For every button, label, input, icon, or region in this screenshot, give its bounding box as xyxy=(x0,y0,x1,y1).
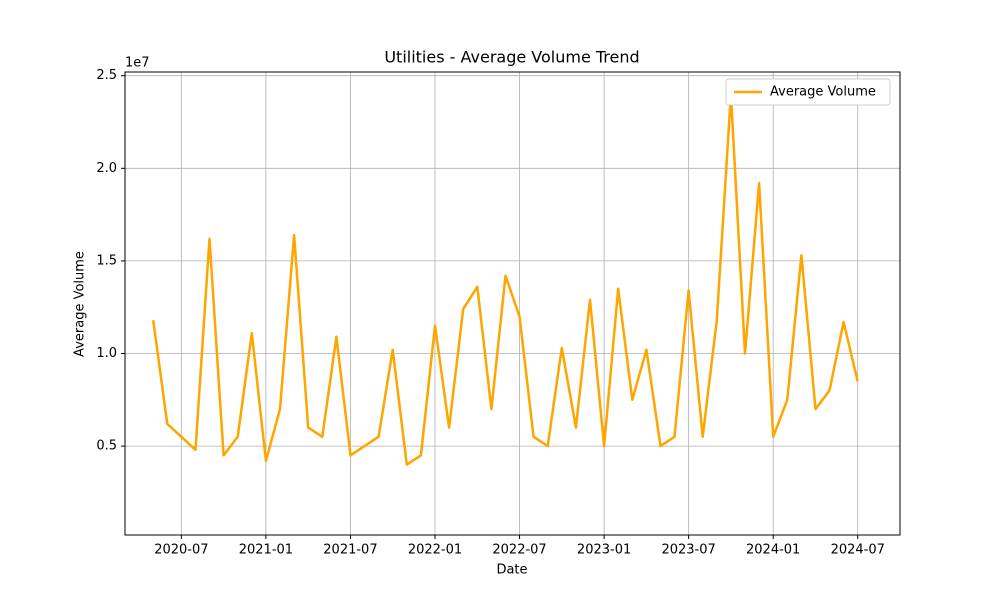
x-tick-label: 2023-07 xyxy=(661,543,715,558)
y-offset-label: 1e7 xyxy=(125,56,150,71)
legend-label: Average Volume xyxy=(770,85,876,100)
x-tick-label: 2024-07 xyxy=(831,543,885,558)
plot-frame xyxy=(124,71,901,536)
x-tick-label: 2021-07 xyxy=(323,543,377,558)
x-tick-label: 2020-07 xyxy=(154,543,208,558)
x-axis-label: Date xyxy=(496,563,527,578)
chart-title: Utilities - Average Volume Trend xyxy=(384,48,639,67)
x-tick-label: 2021-01 xyxy=(239,543,293,558)
legend-box xyxy=(725,78,891,106)
x-tick-label: 2022-01 xyxy=(408,543,462,558)
y-tick-label: 0.5 xyxy=(96,439,117,454)
y-axis-label: Average Volume xyxy=(73,251,88,357)
y-tick-label: 1.0 xyxy=(96,346,117,361)
y-tick-label: 1.5 xyxy=(96,253,117,268)
y-tick-label: 2.0 xyxy=(96,161,117,176)
x-tick-label: 2022-07 xyxy=(492,543,546,558)
x-tick-label: 2024-01 xyxy=(746,543,800,558)
data-line xyxy=(151,92,859,466)
y-tick-label: 2.5 xyxy=(96,68,117,83)
x-tick-label: 2023-01 xyxy=(577,543,631,558)
